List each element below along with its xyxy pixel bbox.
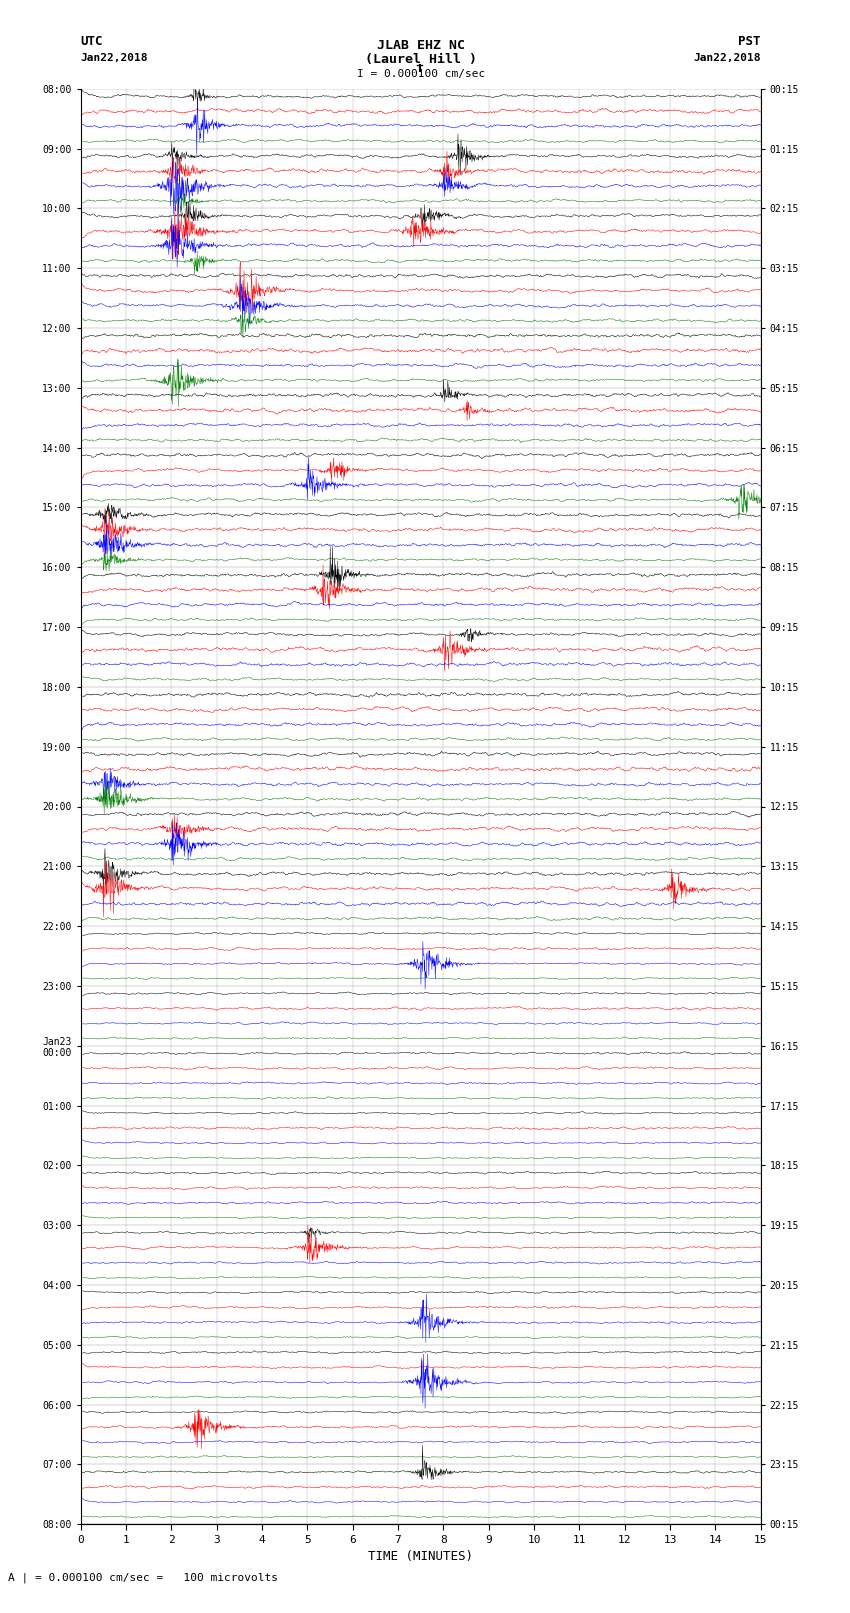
Text: Jan22,2018: Jan22,2018 [694,53,761,63]
Text: JLAB EHZ NC: JLAB EHZ NC [377,39,465,52]
Text: Jan22,2018: Jan22,2018 [81,53,148,63]
Text: A | = 0.000100 cm/sec =   100 microvolts: A | = 0.000100 cm/sec = 100 microvolts [8,1573,279,1582]
Text: PST: PST [739,35,761,48]
Text: UTC: UTC [81,35,103,48]
Text: I = 0.000100 cm/sec: I = 0.000100 cm/sec [357,69,484,79]
Text: (Laurel Hill ): (Laurel Hill ) [365,53,477,66]
X-axis label: TIME (MINUTES): TIME (MINUTES) [368,1550,473,1563]
